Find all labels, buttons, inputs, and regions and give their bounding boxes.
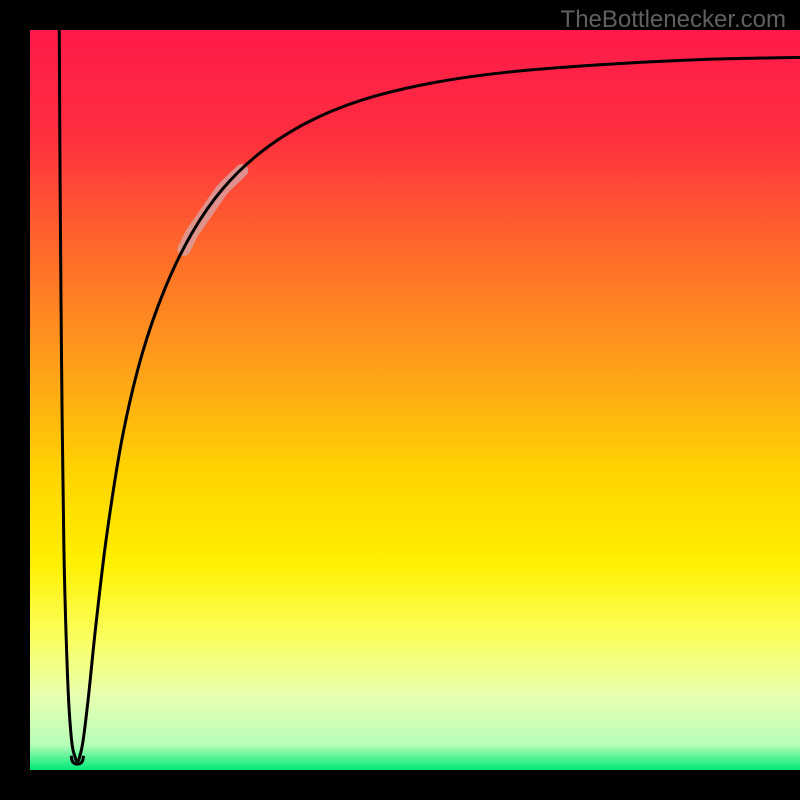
- plot-gradient: [30, 30, 800, 770]
- chart-container: TheBottlenecker.com: [0, 0, 800, 800]
